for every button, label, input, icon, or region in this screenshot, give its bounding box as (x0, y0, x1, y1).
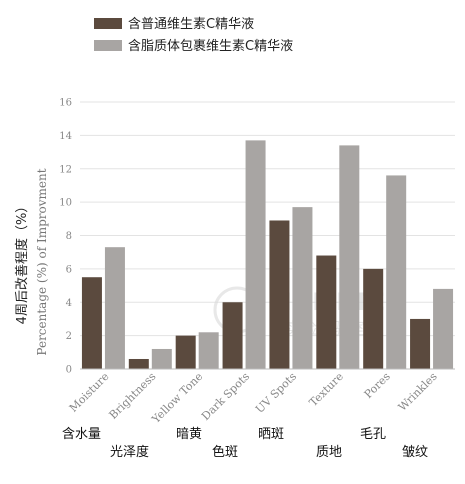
gridlines (80, 101, 455, 337)
y-axis-label-en: Percentage (%) of Improvment (35, 168, 49, 355)
chinese-category-label: 皱纹 (402, 444, 428, 460)
legend-swatch-2 (94, 40, 122, 51)
x-tick-label: UV Spots (253, 370, 299, 416)
bar-wrinkles-series-1 (410, 318, 431, 369)
chinese-category-label: 晒斑 (258, 427, 284, 442)
chinese-category-label: 毛孔 (360, 427, 386, 442)
chinese-category-label: 光泽度 (110, 444, 149, 460)
bar-pores-series-2 (386, 175, 407, 369)
y-tick-label: 10 (59, 198, 72, 209)
bar-dark-spots-series-1 (222, 302, 243, 369)
y-tick-label: 14 (59, 131, 72, 142)
bar-yellow-tone-series-2 (198, 332, 219, 369)
x-tick-label: Moisture (67, 370, 112, 415)
y-axis-label-cn: 4周后改善程度（%） (14, 200, 30, 325)
y-tick-label: 6 (66, 264, 72, 275)
y-tick-label: 4 (66, 298, 72, 309)
bar-moisture-series-2 (104, 247, 125, 369)
x-tick-label: Texture (307, 370, 346, 409)
bar-texture-series-1 (316, 255, 337, 369)
bar-brightness-series-2 (151, 348, 172, 369)
bar-wrinkles-series-2 (433, 288, 454, 369)
bars (81, 140, 454, 369)
bar-moisture-series-1 (81, 277, 102, 369)
x-tick-label: Dark Spots (199, 370, 252, 423)
y-tick-label: 2 (66, 331, 72, 342)
y-tick-label: 8 (66, 231, 72, 242)
x-tick-label: Pores (362, 370, 393, 401)
y-axis-ticks: 0 2 4 6 8 10 12 14 16 (59, 98, 72, 376)
bar-yellow-tone-series-1 (175, 335, 196, 369)
chinese-category-label: 色斑 (212, 444, 238, 460)
bar-dark-spots-series-2 (245, 140, 266, 369)
y-axis-label: 4周后改善程度（%） Percentage (%) of Improvment (14, 168, 49, 355)
y-tick-label: 0 (66, 365, 72, 376)
x-tick-label: Wrinkles (396, 370, 440, 414)
bar-texture-series-2 (339, 145, 360, 369)
legend-swatch-1 (94, 18, 122, 29)
bar-brightness-series-1 (128, 358, 149, 369)
bar-uv-spots-series-2 (292, 207, 313, 369)
y-tick-label: 16 (59, 98, 72, 109)
chinese-category-label: 质地 (316, 445, 342, 460)
chinese-category-label: 含水量 (62, 426, 101, 442)
bar-uv-spots-series-1 (269, 220, 290, 369)
chinese-category-label: 暗黄 (176, 427, 202, 442)
legend-label-2: 含脂质体包裹维生素C精华液 (128, 38, 293, 54)
bar-pores-series-1 (363, 268, 384, 369)
y-tick-label: 12 (59, 164, 72, 175)
legend-label-1: 含普通维生素C精华液 (128, 16, 254, 32)
